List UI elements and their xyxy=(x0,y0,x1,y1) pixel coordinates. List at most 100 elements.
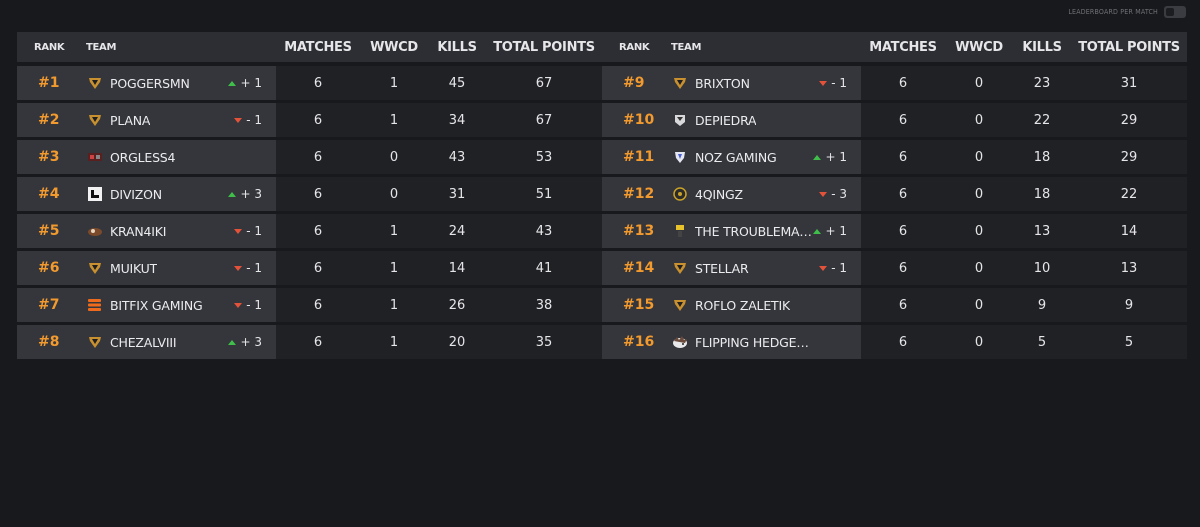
wwcd-value: 0 xyxy=(974,75,984,91)
total-points-value: 22 xyxy=(1120,186,1138,202)
wwcd-value: 1 xyxy=(389,75,399,91)
rank-change-value: - 1 xyxy=(246,261,262,275)
stats-cell: 6 1 26 38 xyxy=(276,288,602,322)
kills-column-header[interactable]: KILLS xyxy=(437,39,477,55)
rank-value: #14 xyxy=(623,260,655,276)
rank-value: #10 xyxy=(623,112,655,128)
total-points-value: 14 xyxy=(1120,223,1138,239)
kills-value: 5 xyxy=(1037,334,1047,350)
wwcd-column-header[interactable]: WWCD xyxy=(955,39,1003,55)
rank-change-value: + 1 xyxy=(240,76,262,90)
table-row[interactable]: #12 4QINGZ - 3 6 0 18 22 xyxy=(602,177,1187,213)
matches-value: 6 xyxy=(898,75,908,91)
team-name: DIVIZON xyxy=(110,186,162,202)
rank-change: - 1 xyxy=(234,214,262,248)
total-points-value: 35 xyxy=(535,334,553,350)
team-cell: #8 CHEZALVIII + 3 xyxy=(17,325,276,359)
total-points-column-header[interactable]: TOTAL POINTS xyxy=(493,39,595,55)
team-name: ROFLO ZALETIK xyxy=(695,297,790,313)
kills-value: 24 xyxy=(448,223,466,239)
leaderboard-table-right: RANK TEAM MATCHES WWCD KILLS TOTAL POINT… xyxy=(602,32,1187,361)
kills-value: 20 xyxy=(448,334,466,350)
gold-shield-logo xyxy=(672,75,688,91)
rank-change-value: + 3 xyxy=(240,335,262,349)
team-cell: #15 ROFLO ZALETIK xyxy=(602,288,861,322)
table-row[interactable]: #8 CHEZALVIII + 3 6 1 20 35 xyxy=(17,325,602,361)
matches-value: 6 xyxy=(313,223,323,239)
wwcd-value: 1 xyxy=(389,223,399,239)
arrow-up-icon xyxy=(228,191,237,197)
kills-value: 9 xyxy=(1037,297,1047,313)
team-cell: #6 MUIKUT - 1 xyxy=(17,251,276,285)
total-points-value: 53 xyxy=(535,149,553,165)
table-row[interactable]: #16 FLIPPING HEDGEHOGS 6 0 5 5 xyxy=(602,325,1187,361)
team-cell: #13 THE TROUBLEMAKE... + 1 xyxy=(602,214,861,248)
total-points-value: 29 xyxy=(1120,112,1138,128)
matches-value: 6 xyxy=(313,149,323,165)
rank-change: + 3 xyxy=(228,177,262,211)
table-row[interactable]: #10 DEPIEDRA 6 0 22 29 xyxy=(602,103,1187,139)
matches-column-header[interactable]: MATCHES xyxy=(284,39,352,55)
table-row[interactable]: #6 MUIKUT - 1 6 1 14 41 xyxy=(17,251,602,287)
arrow-down-icon xyxy=(234,117,243,123)
rank-column-header[interactable]: RANK xyxy=(34,41,65,53)
stats-cell: 6 0 18 22 xyxy=(861,177,1187,211)
table-row[interactable]: #13 THE TROUBLEMAKE... + 1 6 0 13 14 xyxy=(602,214,1187,250)
team-name: POGGERSMN xyxy=(110,75,190,91)
team-name: ORGLESS4 xyxy=(110,149,176,165)
stats-cell: 6 0 5 5 xyxy=(861,325,1187,359)
table-row[interactable]: #14 STELLAR - 1 6 0 10 13 xyxy=(602,251,1187,287)
team-cell: #2 PLANA - 1 xyxy=(17,103,276,137)
wwcd-column-header[interactable]: WWCD xyxy=(370,39,418,55)
rank-value: #8 xyxy=(38,334,60,350)
rank-change: - 3 xyxy=(819,177,847,211)
table-row[interactable]: #9 BRIXTON - 1 6 0 23 31 xyxy=(602,66,1187,102)
rank-value: #2 xyxy=(38,112,60,128)
leaderboard-per-match-toggle[interactable] xyxy=(1164,6,1186,18)
table-row[interactable]: #7 BITFIX GAMING - 1 6 1 26 38 xyxy=(17,288,602,324)
kills-value: 23 xyxy=(1033,75,1051,91)
kran4iki-logo xyxy=(87,223,103,239)
wwcd-value: 0 xyxy=(974,186,984,202)
rank-value: #4 xyxy=(38,186,60,202)
wwcd-value: 1 xyxy=(389,112,399,128)
matches-value: 6 xyxy=(898,149,908,165)
rank-change-value: + 1 xyxy=(825,224,847,238)
table-row[interactable]: #2 PLANA - 1 6 1 34 67 xyxy=(17,103,602,139)
team-column-header[interactable]: TEAM xyxy=(671,41,702,53)
arrow-up-icon xyxy=(813,228,822,234)
table-row[interactable]: #11 NOZ GAMING + 1 6 0 18 29 xyxy=(602,140,1187,176)
rank-column-header[interactable]: RANK xyxy=(619,41,650,53)
team-name: FLIPPING HEDGEHOGS xyxy=(695,334,813,350)
arrow-down-icon xyxy=(819,191,828,197)
table-row[interactable]: #5 KRAN4IKI - 1 6 1 24 43 xyxy=(17,214,602,250)
table-row[interactable]: #4 DIVIZON + 3 6 0 31 51 xyxy=(17,177,602,213)
table-row[interactable]: #15 ROFLO ZALETIK 6 0 9 9 xyxy=(602,288,1187,324)
kills-column-header[interactable]: KILLS xyxy=(1022,39,1062,55)
arrow-down-icon xyxy=(819,265,828,271)
wwcd-value: 1 xyxy=(389,297,399,313)
total-points-column-header[interactable]: TOTAL POINTS xyxy=(1078,39,1180,55)
team-cell: #5 KRAN4IKI - 1 xyxy=(17,214,276,248)
matches-column-header[interactable]: MATCHES xyxy=(869,39,937,55)
team-column-header[interactable]: TEAM xyxy=(86,41,117,53)
kills-value: 14 xyxy=(448,260,466,276)
table-row[interactable]: #3 ORGLESS4 6 0 43 53 xyxy=(17,140,602,176)
team-name: 4QINGZ xyxy=(695,186,743,202)
gold-shield-logo xyxy=(672,260,688,276)
team-name: DEPIEDRA xyxy=(695,112,757,128)
table-row[interactable]: #1 POGGERSMN + 1 6 1 45 67 xyxy=(17,66,602,102)
gold-shield-logo xyxy=(672,297,688,313)
arrow-down-icon xyxy=(234,302,243,308)
rank-change-value: - 1 xyxy=(246,224,262,238)
matches-value: 6 xyxy=(313,112,323,128)
rank-change-value: - 1 xyxy=(831,261,847,275)
rank-change: + 1 xyxy=(228,66,262,100)
rank-value: #3 xyxy=(38,149,60,165)
kills-value: 34 xyxy=(448,112,466,128)
arrow-down-icon xyxy=(234,265,243,271)
team-cell: #12 4QINGZ - 3 xyxy=(602,177,861,211)
matches-value: 6 xyxy=(313,297,323,313)
wwcd-value: 0 xyxy=(974,112,984,128)
rank-change: - 1 xyxy=(819,66,847,100)
